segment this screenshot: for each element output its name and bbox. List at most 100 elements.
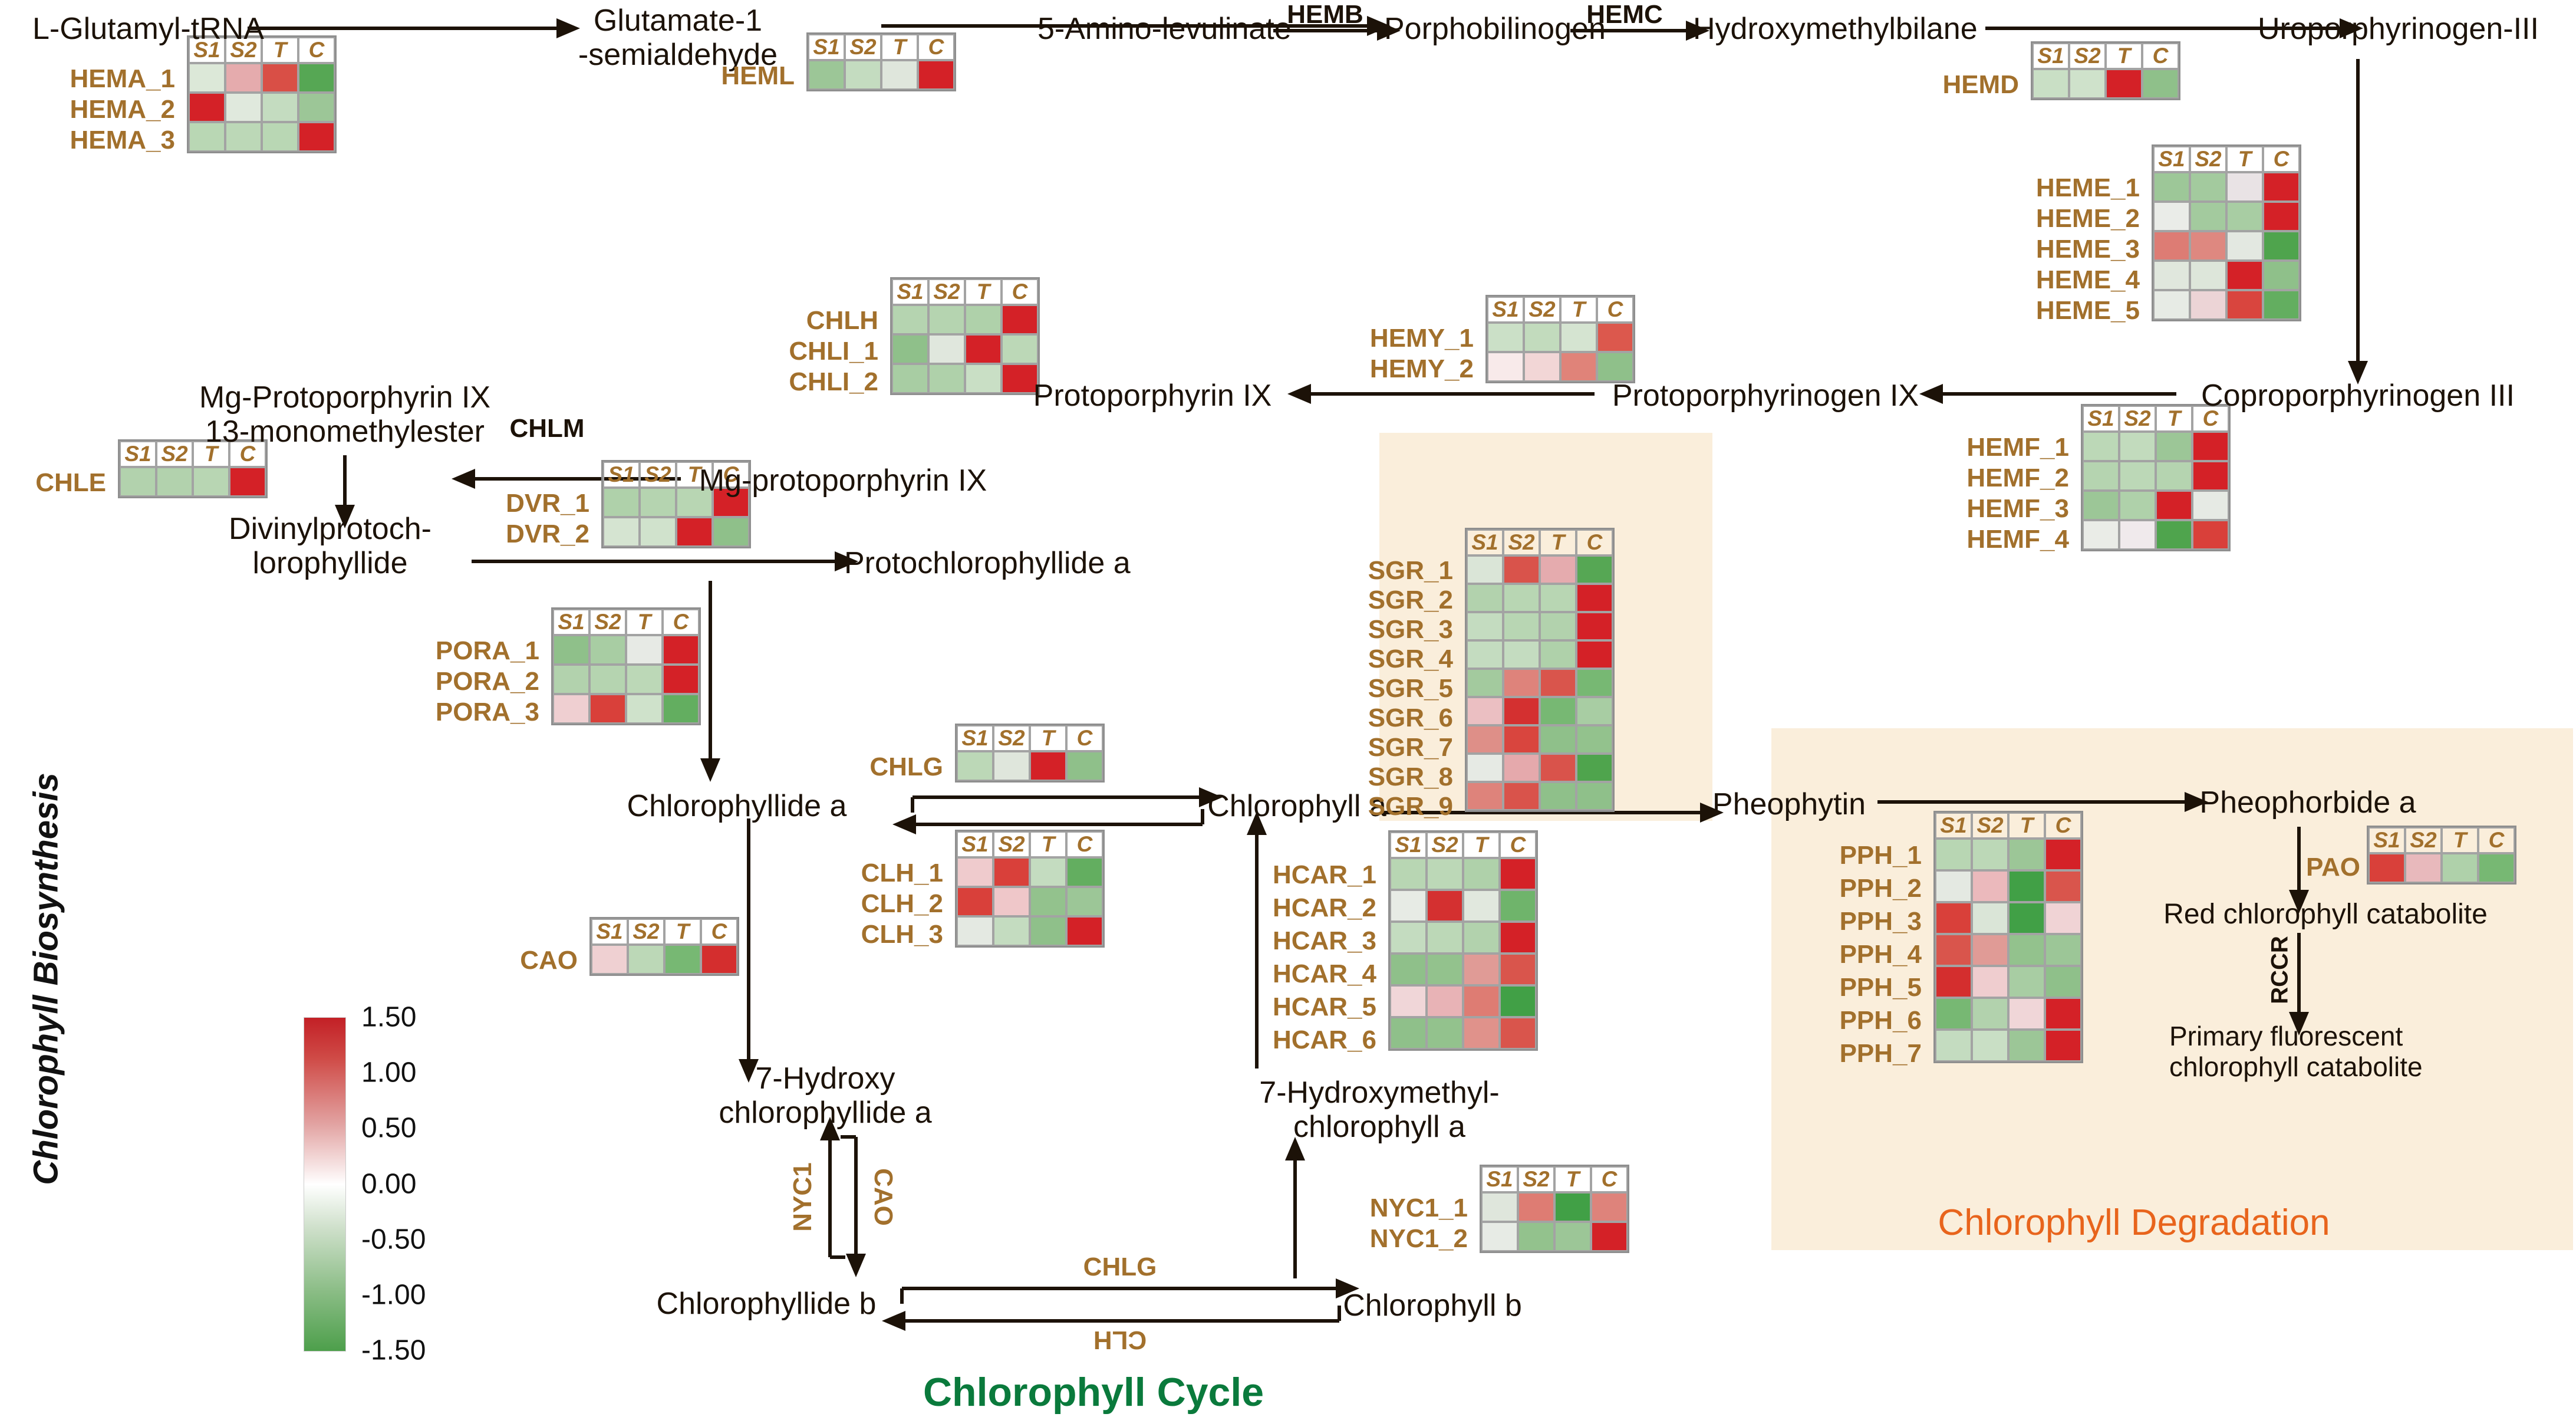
heatmap-row-HEMA_2 — [189, 93, 335, 122]
heatmap-cell-HCAR_2-S1 — [1390, 890, 1427, 922]
arrowhead-icon — [1285, 1137, 1305, 1160]
heatmap-cell-HCAR_3-S2 — [1427, 922, 1463, 954]
heatmap-cell-SGR_9-S1 — [1467, 782, 1503, 810]
heatmap-row-SGR_3 — [1467, 612, 1613, 640]
heatmap-row-PORA_1 — [553, 635, 699, 665]
gene-label-SGR_9: SGR_9 — [1368, 792, 1453, 821]
heatmap-cell-NYC1_1-T — [1554, 1192, 1591, 1222]
gene-label-PORA_2: PORA_2 — [435, 667, 539, 696]
arrow-shaft — [1382, 811, 1704, 814]
heatmap-cell-PPH_3-S1 — [1935, 902, 1972, 934]
heatmap-cell-HCAR_6-S1 — [1390, 1017, 1427, 1049]
heatmap-cell-HEME_3-S2 — [2190, 231, 2226, 261]
heatmap-cell-SGR_8-S1 — [1467, 754, 1503, 782]
gene-label-HEMA_3: HEMA_3 — [70, 126, 176, 154]
enzyme-label-CHLM: CHLM — [509, 414, 585, 443]
gene-label-HEMA_1: HEMA_1 — [70, 64, 176, 93]
node-pheophytin: Pheophytin — [1712, 787, 1866, 821]
heatmap-cell-HCAR_3-S1 — [1390, 922, 1427, 954]
heatmap-cell-CHLG-T — [1030, 751, 1066, 781]
gene-label-HEMF_4: HEMF_4 — [1966, 525, 2069, 554]
heatmap-cell-SGR_2-C — [1576, 584, 1613, 612]
heatmap-cell-SGR_3-C — [1576, 612, 1613, 640]
column-header-C: C — [663, 609, 699, 635]
heatmap-cell-HCAR_3-T — [1463, 922, 1500, 954]
arrow-shaft — [913, 823, 1203, 826]
heatmap-header-row: S1 S2 T C — [1467, 530, 1613, 555]
node-l-glutamyl-trna-line: L-Glutamyl-tRNA — [32, 12, 264, 46]
legend-tick-label: 1.00 — [361, 1057, 417, 1089]
gene-label-SGR_4: SGR_4 — [1368, 645, 1453, 673]
heatmap-cell-CHLI_1-C — [1002, 334, 1038, 364]
heatmap-row-NYC1_2 — [1481, 1222, 1628, 1251]
node-pheophytin-line: Pheophytin — [1712, 787, 1866, 821]
column-header-S1: S1 — [2083, 406, 2119, 432]
gene-label-CHLI_1: CHLI_1 — [789, 337, 878, 366]
heatmap-cell-HEMA_3-C — [298, 122, 335, 152]
heatmap-cell-PAO-S2 — [2405, 853, 2442, 883]
column-header-T: T — [1540, 530, 1576, 555]
gene-label-HCAR_1: HCAR_1 — [1272, 860, 1376, 889]
heatmap-cell-SGR_9-T — [1540, 782, 1576, 810]
column-header-C: C — [1500, 832, 1536, 858]
column-header-S1: S1 — [957, 725, 993, 751]
arrow-shaft — [902, 1287, 1339, 1290]
column-header-S1: S1 — [591, 919, 628, 945]
chlorophyll-biosynthesis-title: Chlorophyll Biosynthesis — [27, 772, 65, 1185]
node-protoporphyrin: Protoporphyrin IX — [1033, 379, 1272, 413]
heatmap-row-CLH_3 — [957, 916, 1103, 946]
heatmap-cell-PPH_1-S1 — [1935, 839, 1972, 870]
column-header-S2: S2 — [1503, 530, 1540, 555]
gene-label-HCAR_2: HCAR_2 — [1272, 893, 1376, 922]
heatmap-cell-HEMA_3-S1 — [189, 122, 225, 152]
node-porphobilinogen-line: Porphobilinogen — [1384, 12, 1606, 46]
heatmap-cell-HCAR_4-C — [1500, 954, 1536, 985]
heatmap-header-row: S1 S2 T C — [1390, 832, 1536, 858]
heatmap-row-SGR_5 — [1467, 669, 1613, 697]
heatmap-header-row: S1 S2 T C — [808, 34, 954, 60]
arrowhead-icon — [2289, 1012, 2309, 1035]
heatmap-cell-CLH_1-S2 — [993, 857, 1030, 887]
column-header-T: T — [1554, 1166, 1591, 1192]
heatmap-cell-HEMF_3-T — [2156, 491, 2192, 520]
arrow-shaft — [472, 477, 681, 481]
heatmap-cell-HEME_2-S1 — [2153, 202, 2190, 231]
heatmap-cell-CAO-S1 — [591, 945, 628, 974]
heatmap-cell-HEMA_2-T — [262, 93, 298, 122]
heatmap-cell-SGR_2-S1 — [1467, 584, 1503, 612]
heatmap-cell-DVR_1-T — [676, 488, 713, 517]
column-header-T: T — [2442, 827, 2478, 853]
heatmap-row-PPH_5 — [1935, 966, 2081, 998]
heatmap-cell-PPH_5-T — [2008, 966, 2045, 998]
node-protochlorophyllide-a: Protochlorophyllide a — [844, 546, 1131, 580]
heatmap-row-SGR_9 — [1467, 782, 1613, 810]
arrow-shaft — [854, 1137, 858, 1257]
arrow-shaft — [1985, 27, 2343, 30]
column-header-T: T — [2008, 813, 2045, 839]
column-header-S2: S2 — [589, 609, 626, 635]
enzyme-label-CLH-cycle: CLH — [1093, 1326, 1147, 1354]
node-hydroxymethyl-chlorophyll-a-line: 7-Hydroxymethyl- — [1259, 1076, 1500, 1110]
heatmap-cell-CLH_1-T — [1030, 857, 1066, 887]
heatmap-cell-CAO-C — [701, 945, 737, 974]
heatmap-row-HEME_2 — [2153, 202, 2300, 231]
heatmap-cell-HEME_4-S1 — [2153, 261, 2190, 290]
arrow-shaft — [747, 818, 750, 1063]
node-hydroxymethylbilane-line: Hydroxymethylbilane — [1693, 12, 1978, 46]
column-header-S2: S2 — [156, 441, 193, 467]
heatmap-cell-PPH_1-T — [2008, 839, 2045, 870]
column-header-T: T — [676, 462, 713, 488]
heatmap-cell-PORA_2-T — [626, 665, 663, 694]
heatmap-cell-SGR_2-T — [1540, 584, 1576, 612]
heatmap-cell-HEMF_3-C — [2192, 491, 2229, 520]
heatmap-row-SGR_6 — [1467, 697, 1613, 725]
gene-label-CHLG: CHLG — [869, 752, 943, 781]
arrow-tail-hook — [841, 1135, 856, 1139]
heatmap-cell-HEMY_1-S2 — [1524, 323, 1560, 352]
heatmap-cell-HCAR_6-T — [1463, 1017, 1500, 1049]
column-header-S2: S2 — [928, 279, 965, 305]
heatmap-row-PPH_2 — [1935, 870, 2081, 902]
arrow-shaft — [472, 560, 838, 563]
heatmap-row-CHLI_2 — [892, 364, 1038, 393]
heatmap-cell-HEMY_2-C — [1597, 352, 1633, 382]
